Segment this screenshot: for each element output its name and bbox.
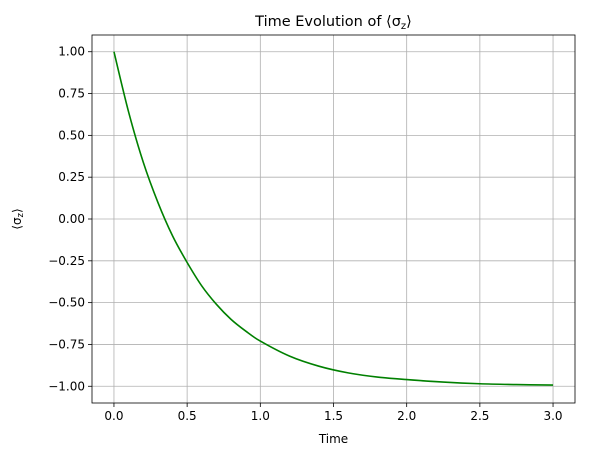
y-tick-label: 0.00 <box>58 212 85 226</box>
x-tick-label: 1.0 <box>251 409 270 423</box>
x-axis-label: Time <box>318 432 348 446</box>
x-tick-label: 3.0 <box>543 409 562 423</box>
y-axis-label: ⟨σz⟩ <box>10 208 26 229</box>
y-tick-label: 1.00 <box>58 45 85 59</box>
x-tick-label: 2.5 <box>470 409 489 423</box>
y-tick-label: 0.50 <box>58 128 85 142</box>
grid <box>92 35 575 403</box>
series-layer <box>113 51 554 386</box>
y-tick-label: −0.50 <box>48 296 85 310</box>
y-tick-label: 0.25 <box>58 170 85 184</box>
chart-title: Time Evolution of ⟨σz⟩ <box>254 14 412 32</box>
y-tick-label: −0.25 <box>48 254 85 268</box>
y-axis-ticks: 1.00 0.75 0.50 0.25 0.00 −0.25 −0.50 −0.75 −1.00 <box>48 45 92 393</box>
x-tick-label: 1.5 <box>324 409 343 423</box>
y-tick-label: 0.75 <box>58 87 85 101</box>
x-tick-label: 2.0 <box>397 409 416 423</box>
x-tick-label: 0.0 <box>104 409 123 423</box>
y-tick-label: −0.75 <box>48 337 85 351</box>
y-tick-label: −1.00 <box>48 379 85 393</box>
series-line <box>113 51 554 386</box>
x-tick-label: 0.5 <box>178 409 197 423</box>
x-axis-ticks: 0.0 0.5 1.0 1.5 2.0 2.5 3.0 <box>104 403 563 423</box>
